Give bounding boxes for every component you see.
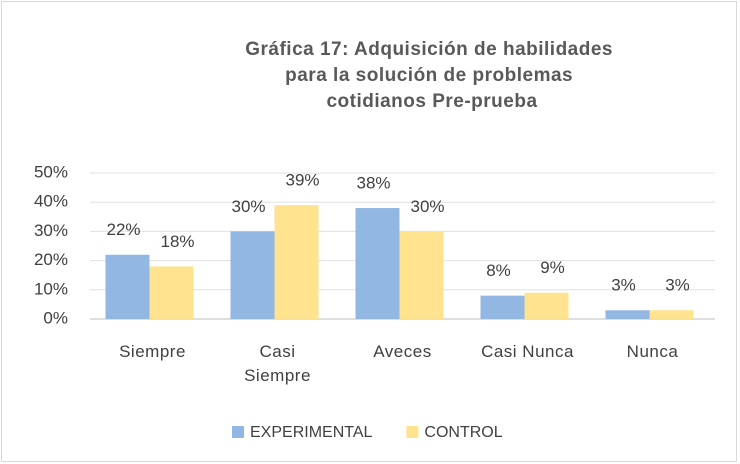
data-label: 18% — [160, 232, 194, 251]
bar — [274, 205, 319, 319]
y-tick-label: 30% — [34, 221, 68, 240]
legend-swatch — [406, 426, 419, 438]
x-tick-label: Casi Nunca — [481, 342, 574, 361]
bar — [605, 310, 650, 319]
data-label: 3% — [611, 276, 636, 295]
y-tick-label: 50% — [34, 162, 68, 181]
bar — [149, 266, 194, 319]
y-tick-label: 40% — [34, 192, 68, 211]
data-label: 3% — [665, 276, 690, 295]
legend-label: CONTROL — [424, 424, 502, 441]
data-label: 30% — [410, 197, 444, 216]
legend-swatch — [232, 426, 244, 438]
data-label: 38% — [356, 174, 390, 193]
bar — [230, 231, 275, 319]
data-label: 39% — [285, 171, 319, 190]
bar — [105, 254, 150, 319]
bar — [524, 292, 569, 319]
x-tick-label: Nunca — [626, 342, 679, 361]
y-tick-label: 20% — [34, 250, 68, 269]
data-label: 22% — [106, 220, 140, 239]
chart-title: Gráfica 17: Adquisición de habilidades p… — [245, 39, 619, 112]
bar — [399, 231, 444, 319]
data-label: 8% — [486, 261, 511, 280]
y-tick-label: 10% — [34, 279, 68, 298]
data-label: 9% — [540, 258, 565, 277]
data-label: 30% — [231, 197, 265, 216]
x-tick-label: Siempre — [119, 342, 186, 361]
bar — [355, 208, 400, 319]
y-tick-label: 0% — [43, 308, 68, 327]
legend-label: EXPERIMENTAL — [250, 424, 373, 441]
x-tick-label: Aveces — [373, 342, 432, 361]
bar — [649, 310, 694, 319]
bar — [480, 295, 525, 319]
x-tick-label: Casi Siempre — [244, 342, 311, 385]
